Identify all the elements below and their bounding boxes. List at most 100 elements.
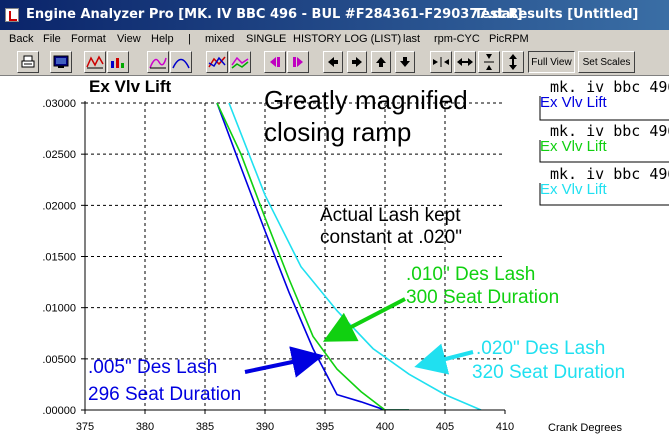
legend-box-3 xyxy=(539,183,669,206)
legend-box-2 xyxy=(539,140,669,163)
toolbar: Full View Set Scales xyxy=(0,49,669,75)
arrow-right-icon xyxy=(352,57,362,67)
app-icon[interactable] xyxy=(5,8,19,22)
legend-label-1: Ex Vlv Lift xyxy=(540,94,608,111)
scroll-up-button[interactable] xyxy=(371,51,391,73)
expand-horizontal-button[interactable] xyxy=(454,51,476,73)
monitor-icon xyxy=(53,55,69,68)
x-axis-label: Crank Degrees xyxy=(548,422,622,434)
legend-header-2: mk. iv bbc 496 xyxy=(550,122,669,140)
graph-type-3-button[interactable] xyxy=(147,51,169,73)
tick-labels: 375 380 385 390 395 400 405 410 .00000 .00500 .010… xyxy=(42,98,514,433)
green-annotation-line-1: .010" Des Lash xyxy=(406,264,535,285)
legend-header-1: mk. iv bbc 496 xyxy=(550,78,669,96)
x-tick-label: 400 xyxy=(376,421,394,433)
y-tick-label: .00500 xyxy=(42,354,76,366)
legend-label-3: Ex Vlv Lift xyxy=(540,181,608,198)
results-title: Test Results [Untitled] xyxy=(474,7,639,22)
graph-type-6-button[interactable] xyxy=(229,51,251,73)
chart: 375 380 385 390 395 400 405 410 .00000 .00500 .010… xyxy=(42,77,669,434)
menu-help[interactable]: Help xyxy=(151,33,174,45)
legend: mk. iv bbc 496 Ex Vlv Lift mk. iv bbc 49… xyxy=(539,78,669,206)
menu-bar: Back File Format View Help | mixed SINGL… xyxy=(0,30,669,49)
menu-separator: | xyxy=(188,33,191,45)
full-view-button[interactable]: Full View xyxy=(528,51,575,73)
scroll-right-button[interactable] xyxy=(347,51,367,73)
blue-annotation-line-2: 296 Seat Duration xyxy=(88,384,241,405)
compress-horizontal-button[interactable] xyxy=(430,51,452,73)
scroll-left-button[interactable] xyxy=(323,51,343,73)
plot-area: 375 380 385 390 395 400 405 410 .00000 .00500 .010… xyxy=(0,75,669,435)
legend-header-3: mk. iv bbc 496 xyxy=(550,165,669,183)
magenta-arrow-left-icon xyxy=(270,57,280,67)
legend-box-1 xyxy=(539,96,669,121)
graph-type-5-button[interactable] xyxy=(206,51,228,73)
legend-label-2: Ex Vlv Lift xyxy=(540,138,608,155)
printer-icon xyxy=(21,55,35,68)
window-title: Engine Analyzer Pro [MK. IV BBC 496 - BU… xyxy=(26,7,523,22)
arrow-up-icon xyxy=(376,57,386,67)
compress-horizontal-icon xyxy=(433,57,449,67)
graph-bars-icon xyxy=(111,58,124,68)
y-tick-label: .03000 xyxy=(42,98,76,110)
y-tick-label: .02500 xyxy=(42,149,76,161)
x-tick-label: 385 xyxy=(196,421,214,433)
compress-vertical-icon xyxy=(484,54,494,70)
graph-curve-icon xyxy=(149,57,167,69)
menu-mixed[interactable]: mixed xyxy=(205,33,235,45)
set-scales-button[interactable]: Set Scales xyxy=(578,51,635,73)
expand-vertical-icon xyxy=(509,54,517,70)
cyan-annotation-line-2: 320 Seat Duration xyxy=(472,362,625,383)
menu-back[interactable]: Back xyxy=(9,33,34,45)
x-tick-label: 380 xyxy=(136,421,154,433)
menu-rpm-cyc[interactable]: rpm-CYC xyxy=(434,33,480,45)
y-tick-label: .01500 xyxy=(42,252,76,264)
menu-picrpm[interactable]: PicRPM xyxy=(489,33,529,45)
blue-annotation-line-1: .005" Des Lash xyxy=(88,357,217,378)
menu-history-log[interactable]: HISTORY LOG (LIST) xyxy=(293,33,402,45)
menu-view[interactable]: View xyxy=(117,33,141,45)
headline-line-2: closing ramp xyxy=(264,117,411,147)
graph-dome-icon xyxy=(172,58,190,69)
y-tick-label: .00000 xyxy=(42,405,76,417)
x-tick-label: 395 xyxy=(316,421,334,433)
cyan-annotation-line-1: .020" Des Lash xyxy=(476,338,605,359)
graph-type-1-button[interactable] xyxy=(84,51,106,73)
compress-vertical-button[interactable] xyxy=(478,51,500,73)
screen-button[interactable] xyxy=(50,51,72,73)
legend-entry-3[interactable]: mk. iv bbc 496 Ex Vlv Lift xyxy=(539,165,669,206)
graph-type-4-button[interactable] xyxy=(170,51,192,73)
chart-title: Ex Vlv Lift xyxy=(89,77,172,96)
graph-multi-icon xyxy=(208,56,226,68)
menu-file[interactable]: File xyxy=(43,33,61,45)
scroll-down-button[interactable] xyxy=(395,51,415,73)
arrow-down-icon xyxy=(400,57,410,67)
graph-type-2-button[interactable] xyxy=(107,51,129,73)
title-bar: Engine Analyzer Pro [MK. IV BBC 496 - BU… xyxy=(0,0,669,30)
green-annotation-line-2: 300 Seat Duration xyxy=(406,287,559,308)
expand-vertical-button[interactable] xyxy=(502,51,524,73)
x-tick-label: 390 xyxy=(256,421,274,433)
note-line-1: Actual Lash kept xyxy=(320,205,461,226)
y-tick-label: .01000 xyxy=(42,303,76,315)
print-button[interactable] xyxy=(17,51,39,73)
menu-single[interactable]: SINGLE xyxy=(246,33,287,45)
graph-overlay-icon xyxy=(231,56,249,69)
legend-entry-1[interactable]: mk. iv bbc 496 Ex Vlv Lift xyxy=(539,78,669,121)
arrow-left-icon xyxy=(328,57,338,67)
blue-annotation-arrow xyxy=(244,346,324,378)
green-annotation-arrow xyxy=(322,297,406,342)
cyan-annotation-arrow xyxy=(414,343,474,375)
headline-line-1: Greatly magnified xyxy=(264,85,468,115)
cursor-left-button[interactable] xyxy=(264,51,286,73)
y-tick-label: .02000 xyxy=(42,200,76,212)
menu-last[interactable]: last xyxy=(403,33,421,45)
series-line-2 xyxy=(216,103,409,410)
graph-lines-icon xyxy=(86,55,104,69)
x-tick-label: 405 xyxy=(436,421,454,433)
x-tick-label: 375 xyxy=(76,421,94,433)
menu-format[interactable]: Format xyxy=(71,33,106,45)
legend-entry-2[interactable]: mk. iv bbc 496 Ex Vlv Lift xyxy=(539,122,669,163)
cursor-right-button[interactable] xyxy=(287,51,309,73)
expand-horizontal-icon xyxy=(457,58,473,66)
